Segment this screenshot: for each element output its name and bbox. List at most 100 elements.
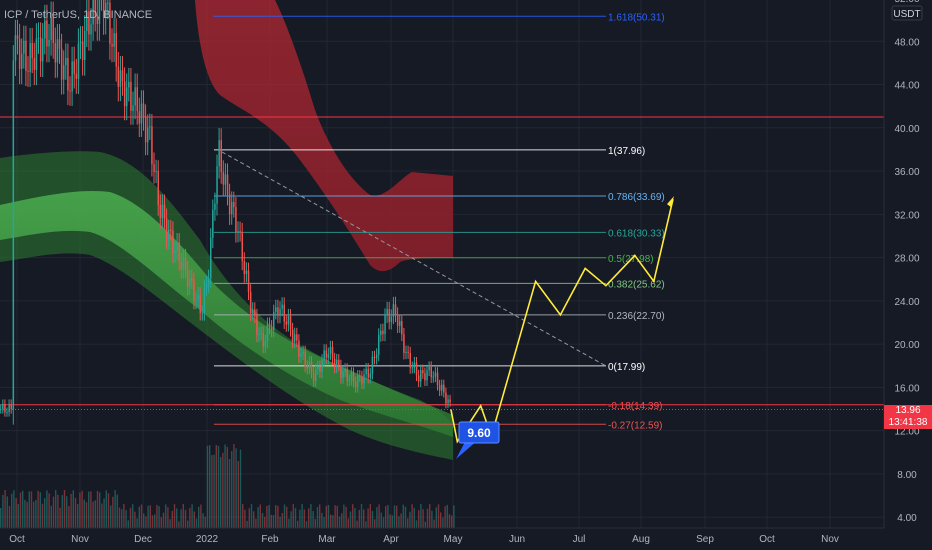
volume-bar	[217, 445, 220, 528]
volume-bar	[360, 504, 363, 528]
volume-bar	[402, 504, 404, 528]
volume-bar	[378, 504, 380, 528]
candle-body	[415, 362, 418, 376]
candle-body	[77, 43, 80, 79]
volume-bar	[244, 509, 246, 528]
candle-body	[407, 351, 409, 353]
current-price-tag[interactable]: 13.96 13:41:38	[884, 405, 932, 429]
volume-bar	[255, 518, 257, 528]
volume-bar	[275, 505, 277, 528]
candle-body	[441, 384, 443, 391]
candle-body	[319, 366, 321, 373]
candle-body	[157, 171, 159, 205]
candle-body	[102, 0, 105, 18]
volume-bar	[413, 507, 415, 528]
volume-bar	[418, 510, 420, 528]
volume-bar	[327, 504, 330, 528]
volume-bar	[193, 511, 195, 528]
volume-bar	[420, 504, 422, 528]
time-tick-label: Oct	[9, 534, 25, 545]
candle-body	[405, 351, 407, 353]
volume-bar	[44, 498, 46, 528]
volume-bar	[294, 508, 297, 528]
volume-bar	[30, 491, 33, 528]
volume-bar	[77, 504, 79, 528]
volume-bar	[123, 504, 125, 528]
candle-body	[252, 309, 254, 314]
price-tick-label: 20.00	[894, 340, 919, 351]
candle-body	[147, 127, 149, 143]
projection-arrowhead	[667, 196, 674, 208]
volume-bar	[176, 508, 178, 528]
volume-bar	[215, 445, 217, 528]
volume-bar	[209, 445, 211, 528]
volume-bar	[151, 515, 154, 528]
candle-body	[281, 304, 283, 309]
volume-bar	[167, 507, 169, 528]
candle-body	[4, 403, 6, 413]
candle-body	[432, 376, 435, 378]
volume-bar	[204, 516, 206, 528]
volume-bar	[347, 518, 349, 528]
time-tick-label: Dec	[134, 534, 152, 545]
candle-body	[420, 370, 422, 382]
candle-body	[256, 315, 258, 336]
volume-bar	[299, 509, 301, 528]
bar-countdown: 13:41:38	[888, 417, 928, 428]
volume-bar	[292, 504, 294, 528]
target-callout-box	[458, 421, 500, 444]
volume-bar	[319, 504, 321, 528]
candle-body	[176, 242, 178, 251]
price-tick-label: 4.00	[897, 513, 917, 524]
volume-bar	[66, 496, 68, 528]
candle-body	[193, 280, 195, 302]
candle-body	[18, 39, 21, 69]
candle-body	[0, 409, 2, 411]
volume-bar	[341, 513, 343, 528]
candle-body	[136, 87, 138, 112]
volume-bar	[228, 459, 231, 528]
candle-body	[371, 356, 374, 374]
candle-body	[447, 399, 449, 404]
candle-body	[12, 60, 15, 410]
candle-body	[296, 334, 298, 341]
candle-body	[321, 360, 323, 373]
volume-bar	[88, 491, 90, 528]
volume-bar	[253, 511, 255, 528]
candle-body	[42, 38, 44, 62]
time-tick-label: Jul	[573, 534, 586, 545]
volume-bar	[15, 498, 17, 528]
candle-body	[123, 81, 126, 107]
candle-body	[6, 412, 8, 414]
candle-body	[239, 231, 241, 233]
candle-body	[126, 87, 128, 107]
volume-bar	[35, 500, 37, 528]
candle-body	[382, 330, 384, 334]
volume-bar	[8, 505, 11, 528]
volume-bar	[154, 514, 156, 528]
volume-bar	[345, 506, 347, 528]
time-tick-label: Feb	[261, 534, 279, 545]
candle-body	[224, 174, 227, 185]
volume-bar	[259, 504, 261, 528]
candle-body	[348, 380, 351, 382]
candle-body	[86, 11, 88, 32]
candle-body	[220, 140, 222, 172]
candle-body	[403, 334, 405, 353]
volume-bar	[85, 502, 88, 528]
candle-body	[268, 324, 271, 328]
volume-bar	[28, 491, 30, 528]
volume-bar	[288, 518, 290, 528]
candle-body	[50, 17, 52, 40]
price-tick-label: 8.00	[897, 470, 917, 481]
volume-bar	[325, 506, 327, 528]
volume-bar	[407, 518, 409, 528]
candle-body	[165, 218, 168, 240]
volume-bar	[211, 455, 213, 528]
volume-bar	[94, 500, 96, 528]
candle-body	[174, 250, 176, 254]
candle-body	[275, 307, 277, 312]
price-axis-panel	[884, 0, 932, 550]
volume-bar	[279, 516, 281, 528]
